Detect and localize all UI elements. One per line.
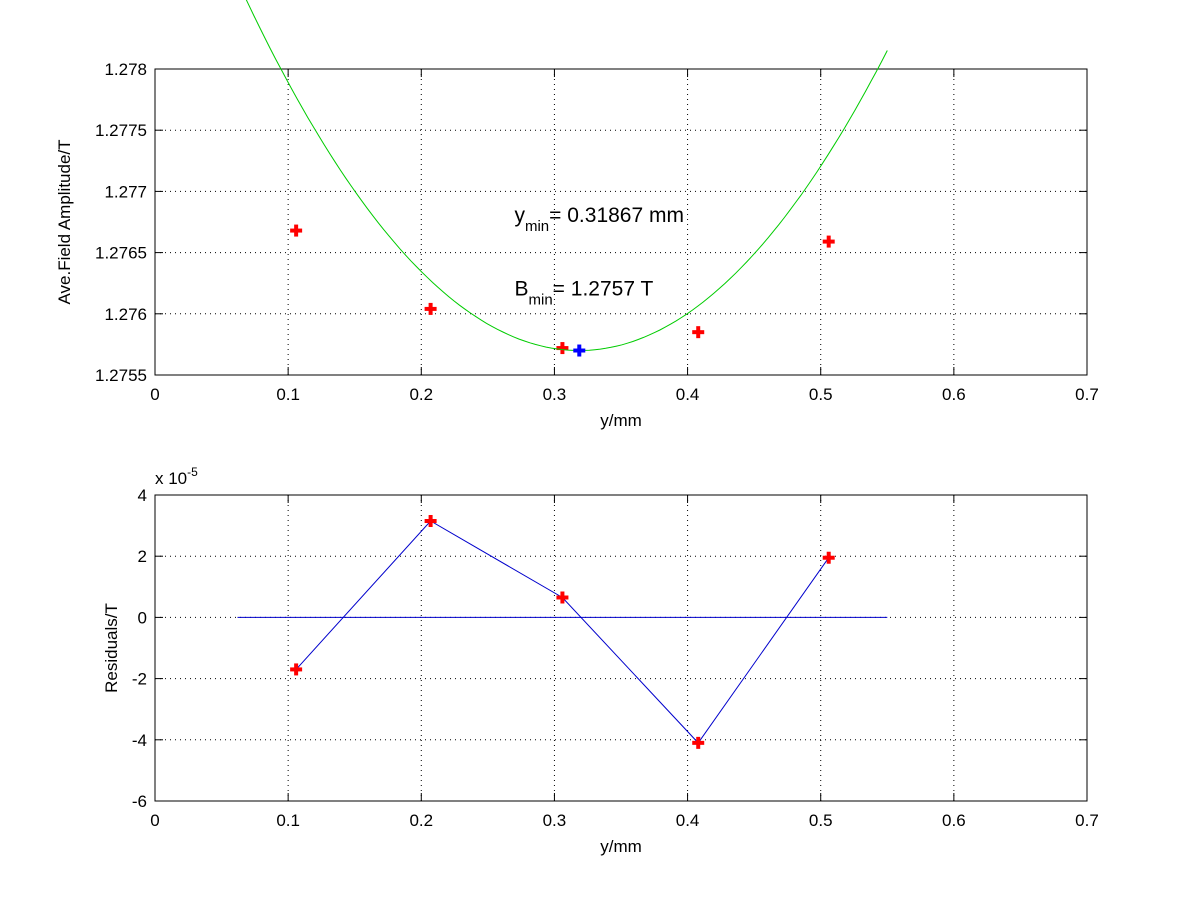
annotation-base: B bbox=[514, 277, 528, 300]
y-tick-label: 1.2755 bbox=[95, 366, 147, 385]
data-point bbox=[822, 235, 835, 248]
y-tick-label: 4 bbox=[138, 486, 147, 505]
y-tick-label: -4 bbox=[132, 731, 147, 750]
annotation-text: = 1.2757 T bbox=[553, 277, 654, 300]
axes-frame bbox=[154, 494, 1088, 802]
x-tick-label: 0.6 bbox=[942, 811, 966, 830]
y-tick-label: -2 bbox=[132, 670, 147, 689]
axes-frame bbox=[154, 68, 1088, 376]
data-point bbox=[424, 302, 437, 315]
x-tick-label: 0.4 bbox=[676, 385, 700, 404]
x-tick-label: 0.1 bbox=[276, 811, 300, 830]
exponent-power: -5 bbox=[187, 465, 198, 479]
x-tick-label: 0.3 bbox=[543, 811, 567, 830]
y-tick-label: 1.277 bbox=[104, 182, 147, 201]
ticks: 0 0.1 0.2 0.3 0.4 0.5 0.6 0.7 -6 -4 -2 0 2 4 bbox=[132, 486, 1099, 830]
data-point bbox=[556, 342, 569, 355]
annotation: ymin= 0.31867 mm bbox=[514, 204, 684, 235]
residual-point bbox=[692, 736, 705, 749]
x-tick-label: 0.2 bbox=[409, 811, 433, 830]
x-tick-label: 0.2 bbox=[409, 385, 433, 404]
annotation-text: = 0.31867 mm bbox=[549, 204, 684, 227]
x-axis-label: y/mm bbox=[600, 411, 642, 430]
x-tick-label: 0.1 bbox=[276, 385, 300, 404]
series-0 bbox=[290, 224, 835, 355]
residual-point bbox=[424, 515, 437, 528]
residual-point bbox=[556, 591, 569, 604]
annotation-sub: min bbox=[529, 291, 553, 308]
residual-line bbox=[295, 520, 830, 744]
grid bbox=[155, 495, 1087, 801]
x-tick-label: 0.5 bbox=[809, 811, 833, 830]
y-tick-label: 1.276 bbox=[104, 305, 147, 324]
annotation-base: y bbox=[514, 204, 525, 227]
ticks: 0 0.1 0.2 0.3 0.4 0.5 0.6 0.7 1.2755 1.276 1.2765 1… bbox=[95, 60, 1099, 404]
x-tick-label: 0.3 bbox=[543, 385, 567, 404]
y-axis-label: Ave.Field Amplitude/T bbox=[55, 139, 74, 304]
x-tick-label: 0.7 bbox=[1075, 385, 1099, 404]
fit-curve bbox=[245, 0, 888, 352]
fit-panel: 0 0.1 0.2 0.3 0.4 0.5 0.6 0.7 1.2755 1.276 1.2765 1… bbox=[55, 0, 1099, 430]
series-0 bbox=[290, 515, 835, 749]
x-tick-label: 0.7 bbox=[1075, 811, 1099, 830]
y-tick-label: 1.278 bbox=[104, 60, 147, 79]
residuals-panel: 0 0.1 0.2 0.3 0.4 0.5 0.6 0.7 -6 -4 -2 0 2 4 y/mm Resid… bbox=[102, 465, 1099, 856]
y-tick-label: 1.2765 bbox=[95, 244, 147, 263]
grid bbox=[155, 69, 1087, 375]
y-tick-label: 2 bbox=[138, 547, 147, 566]
x-tick-label: 0 bbox=[150, 385, 159, 404]
minimum-point bbox=[573, 344, 586, 357]
y-axis-label: Residuals/T bbox=[102, 603, 121, 693]
x-tick-label: 0.5 bbox=[809, 385, 833, 404]
x-tick-label: 0.4 bbox=[676, 811, 700, 830]
y-tick-label: 0 bbox=[138, 608, 147, 627]
data-point bbox=[692, 326, 705, 339]
x-axis-label: y/mm bbox=[600, 837, 642, 856]
annotation: Bmin= 1.2757 T bbox=[514, 277, 653, 308]
y-tick-label: -6 bbox=[132, 792, 147, 811]
annotation-sub: min bbox=[525, 218, 549, 235]
series-1 bbox=[245, 0, 888, 352]
series-2 bbox=[573, 344, 586, 357]
exponent-label: x 10-5 bbox=[155, 465, 198, 488]
x-tick-label: 0.6 bbox=[942, 385, 966, 404]
data-point bbox=[290, 224, 303, 237]
exponent-base: x 10 bbox=[155, 469, 187, 488]
residual-point bbox=[822, 551, 835, 564]
y-tick-label: 1.2775 bbox=[95, 121, 147, 140]
x-tick-label: 0 bbox=[150, 811, 159, 830]
residual-point bbox=[290, 663, 303, 676]
